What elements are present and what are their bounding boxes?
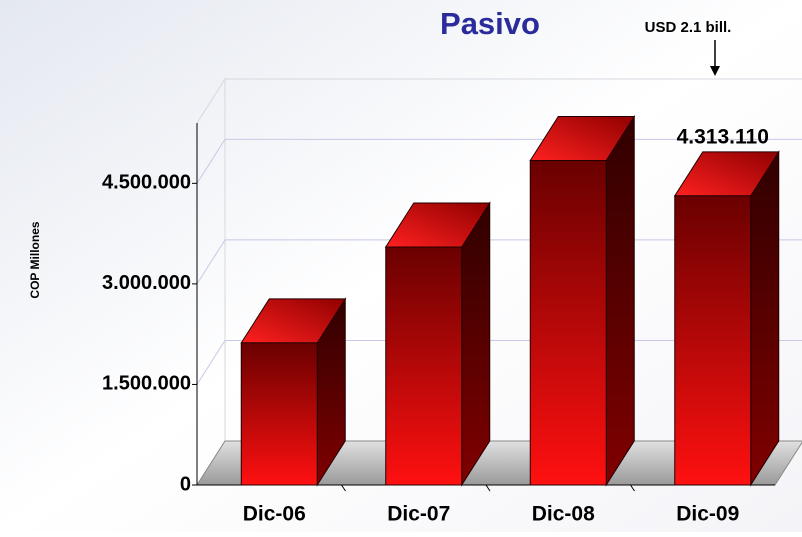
annotation: USD 2.1 bill.	[645, 19, 732, 36]
bar	[674, 195, 752, 486]
y-axis-label: COP Millones	[28, 221, 42, 298]
bar	[240, 342, 318, 486]
y-tick-label: 1.500.000	[102, 373, 191, 395]
annotation-arrowhead	[710, 66, 720, 76]
chart-title: Pasivo	[440, 6, 540, 41]
bar	[385, 246, 463, 486]
x-tick-label: Dic-08	[532, 503, 595, 526]
x-tick-label: Dic-07	[387, 503, 450, 526]
x-tick	[341, 484, 346, 492]
y-tick-label: 0	[180, 473, 191, 495]
bar-side	[461, 201, 491, 487]
bar-side	[750, 150, 780, 487]
y-tick-label: 4.500.000	[102, 172, 191, 194]
x-tick	[485, 484, 491, 492]
x-tick	[630, 484, 635, 492]
bar-side	[605, 114, 635, 487]
data-label: 4.313.110	[677, 125, 769, 148]
x-tick-label: Dic-09	[676, 503, 739, 526]
bar	[529, 160, 607, 486]
y-tick-label: 3.000.000	[102, 272, 191, 294]
x-tick-label: Dic-06	[243, 503, 306, 526]
